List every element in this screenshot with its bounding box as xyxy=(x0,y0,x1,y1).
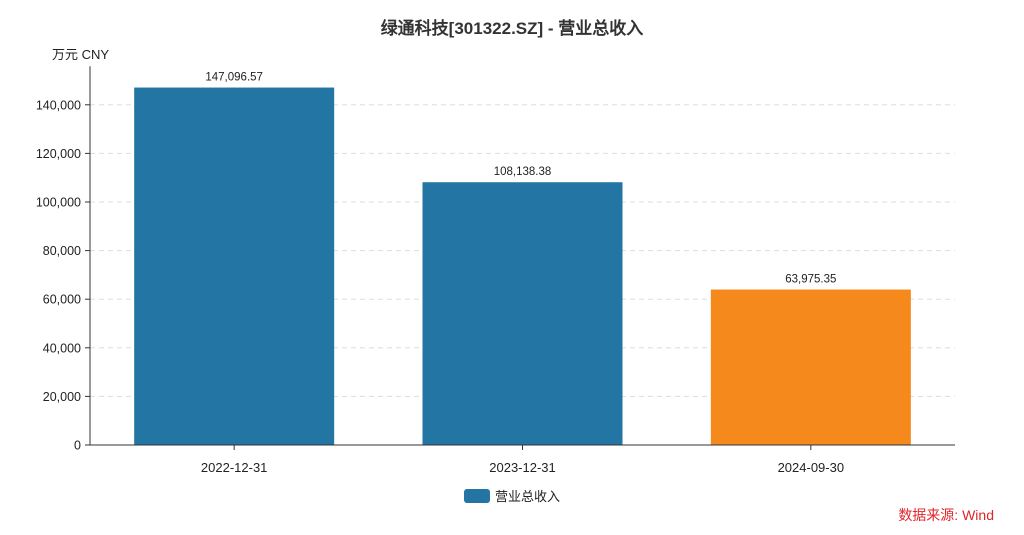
legend: 营业总收入 xyxy=(0,486,1024,506)
bar xyxy=(134,87,335,446)
y-tick-label: 80,000 xyxy=(43,244,81,258)
y-tick-label: 20,000 xyxy=(43,390,81,404)
legend-item[interactable]: 营业总收入 xyxy=(463,486,560,505)
bars: 147,096.57 108,138.38 63,975.35 xyxy=(134,72,911,446)
y-tick-label: 100,000 xyxy=(36,196,81,210)
y-tick-label: 40,000 xyxy=(43,341,81,355)
bar xyxy=(710,289,911,445)
x-tick-label: 2022-12-31 xyxy=(201,460,268,475)
bar-value-label: 108,138.38 xyxy=(494,166,552,178)
bar xyxy=(422,182,623,445)
legend-label: 营业总收入 xyxy=(494,489,560,504)
y-tick-label: 140,000 xyxy=(36,98,81,112)
chart-title: 绿通科技[301322.SZ] - 营业总收入 xyxy=(380,19,644,38)
y-axis: 0 20,000 40,000 60,000 80,000 100,000 120,000 1… xyxy=(36,66,91,453)
y-axis-unit-label: 万元 CNY xyxy=(52,47,110,62)
y-tick-label: 120,000 xyxy=(36,147,81,161)
legend-swatch xyxy=(463,488,490,503)
bar-value-label: 147,096.57 xyxy=(205,72,263,84)
y-tick-label: 60,000 xyxy=(43,293,81,307)
y-tick-label: 0 xyxy=(74,439,81,453)
x-tick-label: 2023-12-31 xyxy=(489,460,556,475)
bar-value-label: 63,975.35 xyxy=(785,274,836,286)
x-axis: 2022-12-31 2023-12-31 2024-09-30 xyxy=(90,444,955,475)
x-tick-label: 2024-09-30 xyxy=(778,460,845,475)
data-source-note: 数据来源: Wind xyxy=(898,507,994,523)
